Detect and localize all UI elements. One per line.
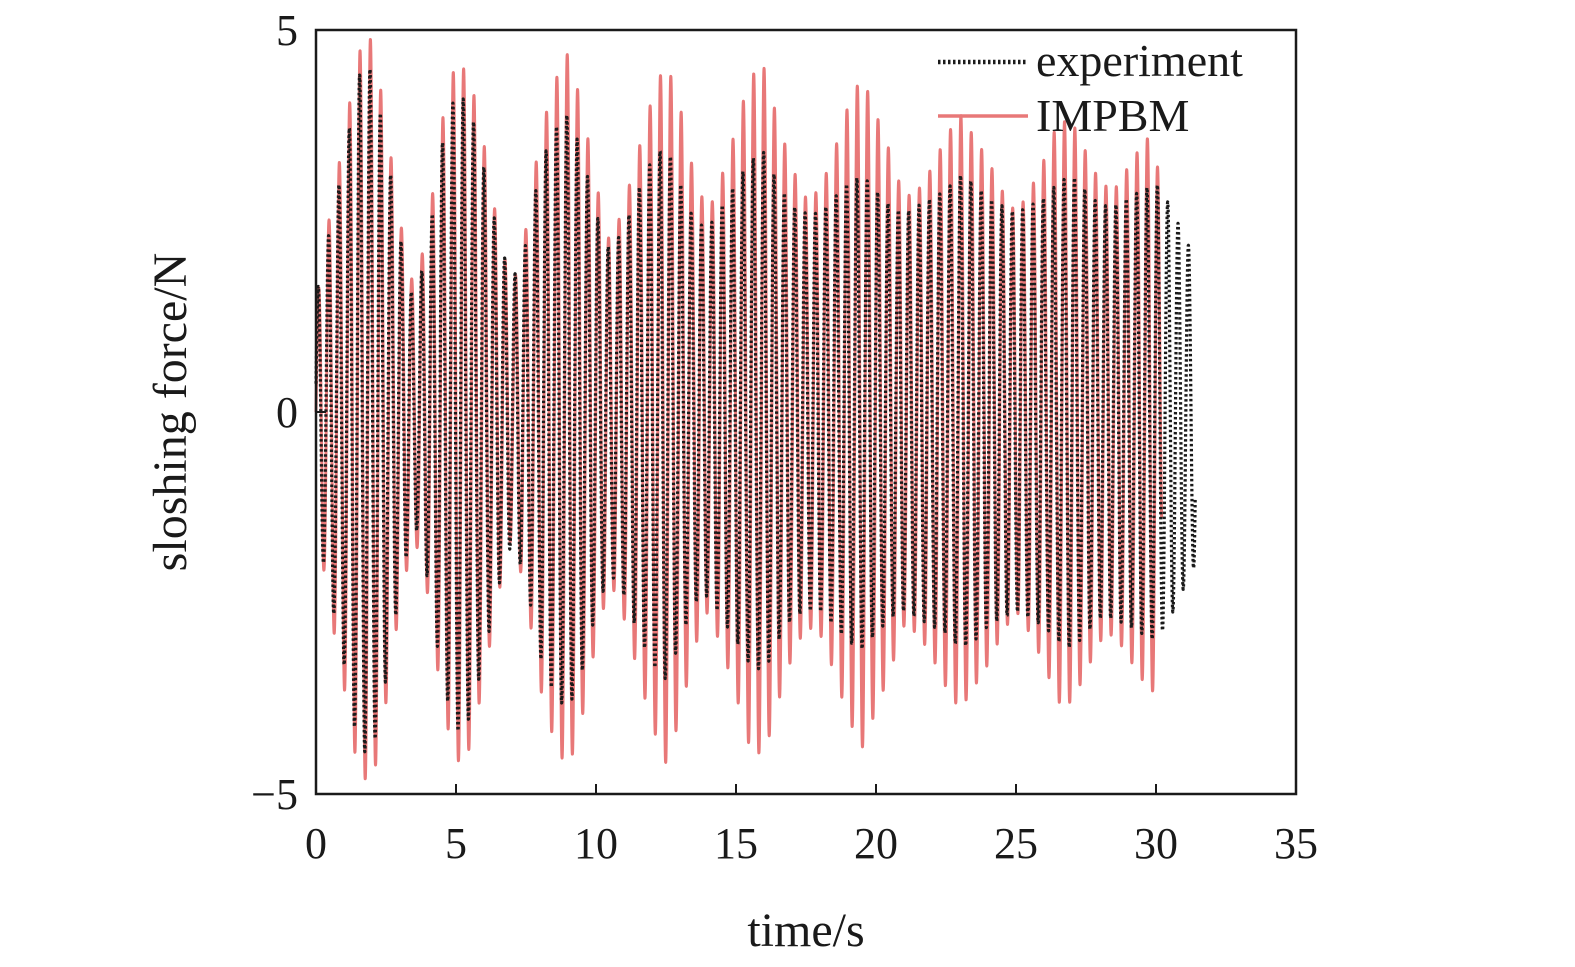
legend: experiment IMPBM: [938, 35, 1243, 141]
x-tick-label: 35: [1274, 819, 1318, 868]
legend-label-experiment: experiment: [1036, 35, 1243, 86]
x-axis: 0 5 10 15 20 25 30 35: [305, 784, 1318, 868]
y-tick-label: 0: [276, 388, 298, 437]
x-tick-label: 20: [854, 819, 898, 868]
x-axis-title: time/s: [747, 904, 864, 957]
x-tick-label: 10: [574, 819, 618, 868]
x-tick-label: 30: [1134, 819, 1178, 868]
legend-label-impbm: IMPBM: [1036, 90, 1189, 141]
y-axis-title: sloshing force/N: [144, 253, 197, 572]
x-tick-label: 25: [994, 819, 1038, 868]
y-axis: −5 0 5: [251, 6, 326, 819]
x-tick-label: 0: [305, 819, 327, 868]
y-tick-label: 5: [276, 6, 298, 55]
series-layer: [314, 37, 1197, 781]
x-tick-label: 5: [445, 819, 467, 868]
series-line-experiment: [314, 67, 1197, 754]
x-tick-label: 15: [714, 819, 758, 868]
plot-area: [314, 28, 1298, 796]
y-tick-label: −5: [251, 770, 298, 819]
